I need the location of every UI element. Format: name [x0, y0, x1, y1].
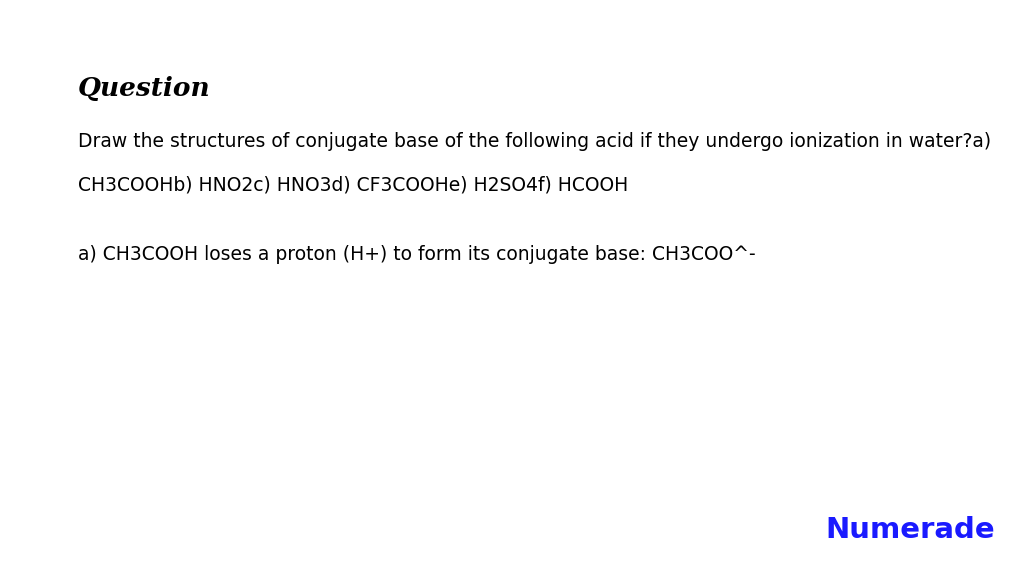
Text: Draw the structures of conjugate base of the following acid if they undergo ioni: Draw the structures of conjugate base of…: [78, 132, 991, 151]
Text: a) CH3COOH loses a proton (H+) to form its conjugate base: CH3COO^-: a) CH3COOH loses a proton (H+) to form i…: [78, 245, 756, 264]
Text: Question: Question: [78, 76, 211, 101]
Text: Numerade: Numerade: [825, 516, 995, 544]
Text: CH3COOHb) HNO2c) HNO3d) CF3COOHe) H2SO4f) HCOOH: CH3COOHb) HNO2c) HNO3d) CF3COOHe) H2SO4f…: [78, 176, 628, 195]
